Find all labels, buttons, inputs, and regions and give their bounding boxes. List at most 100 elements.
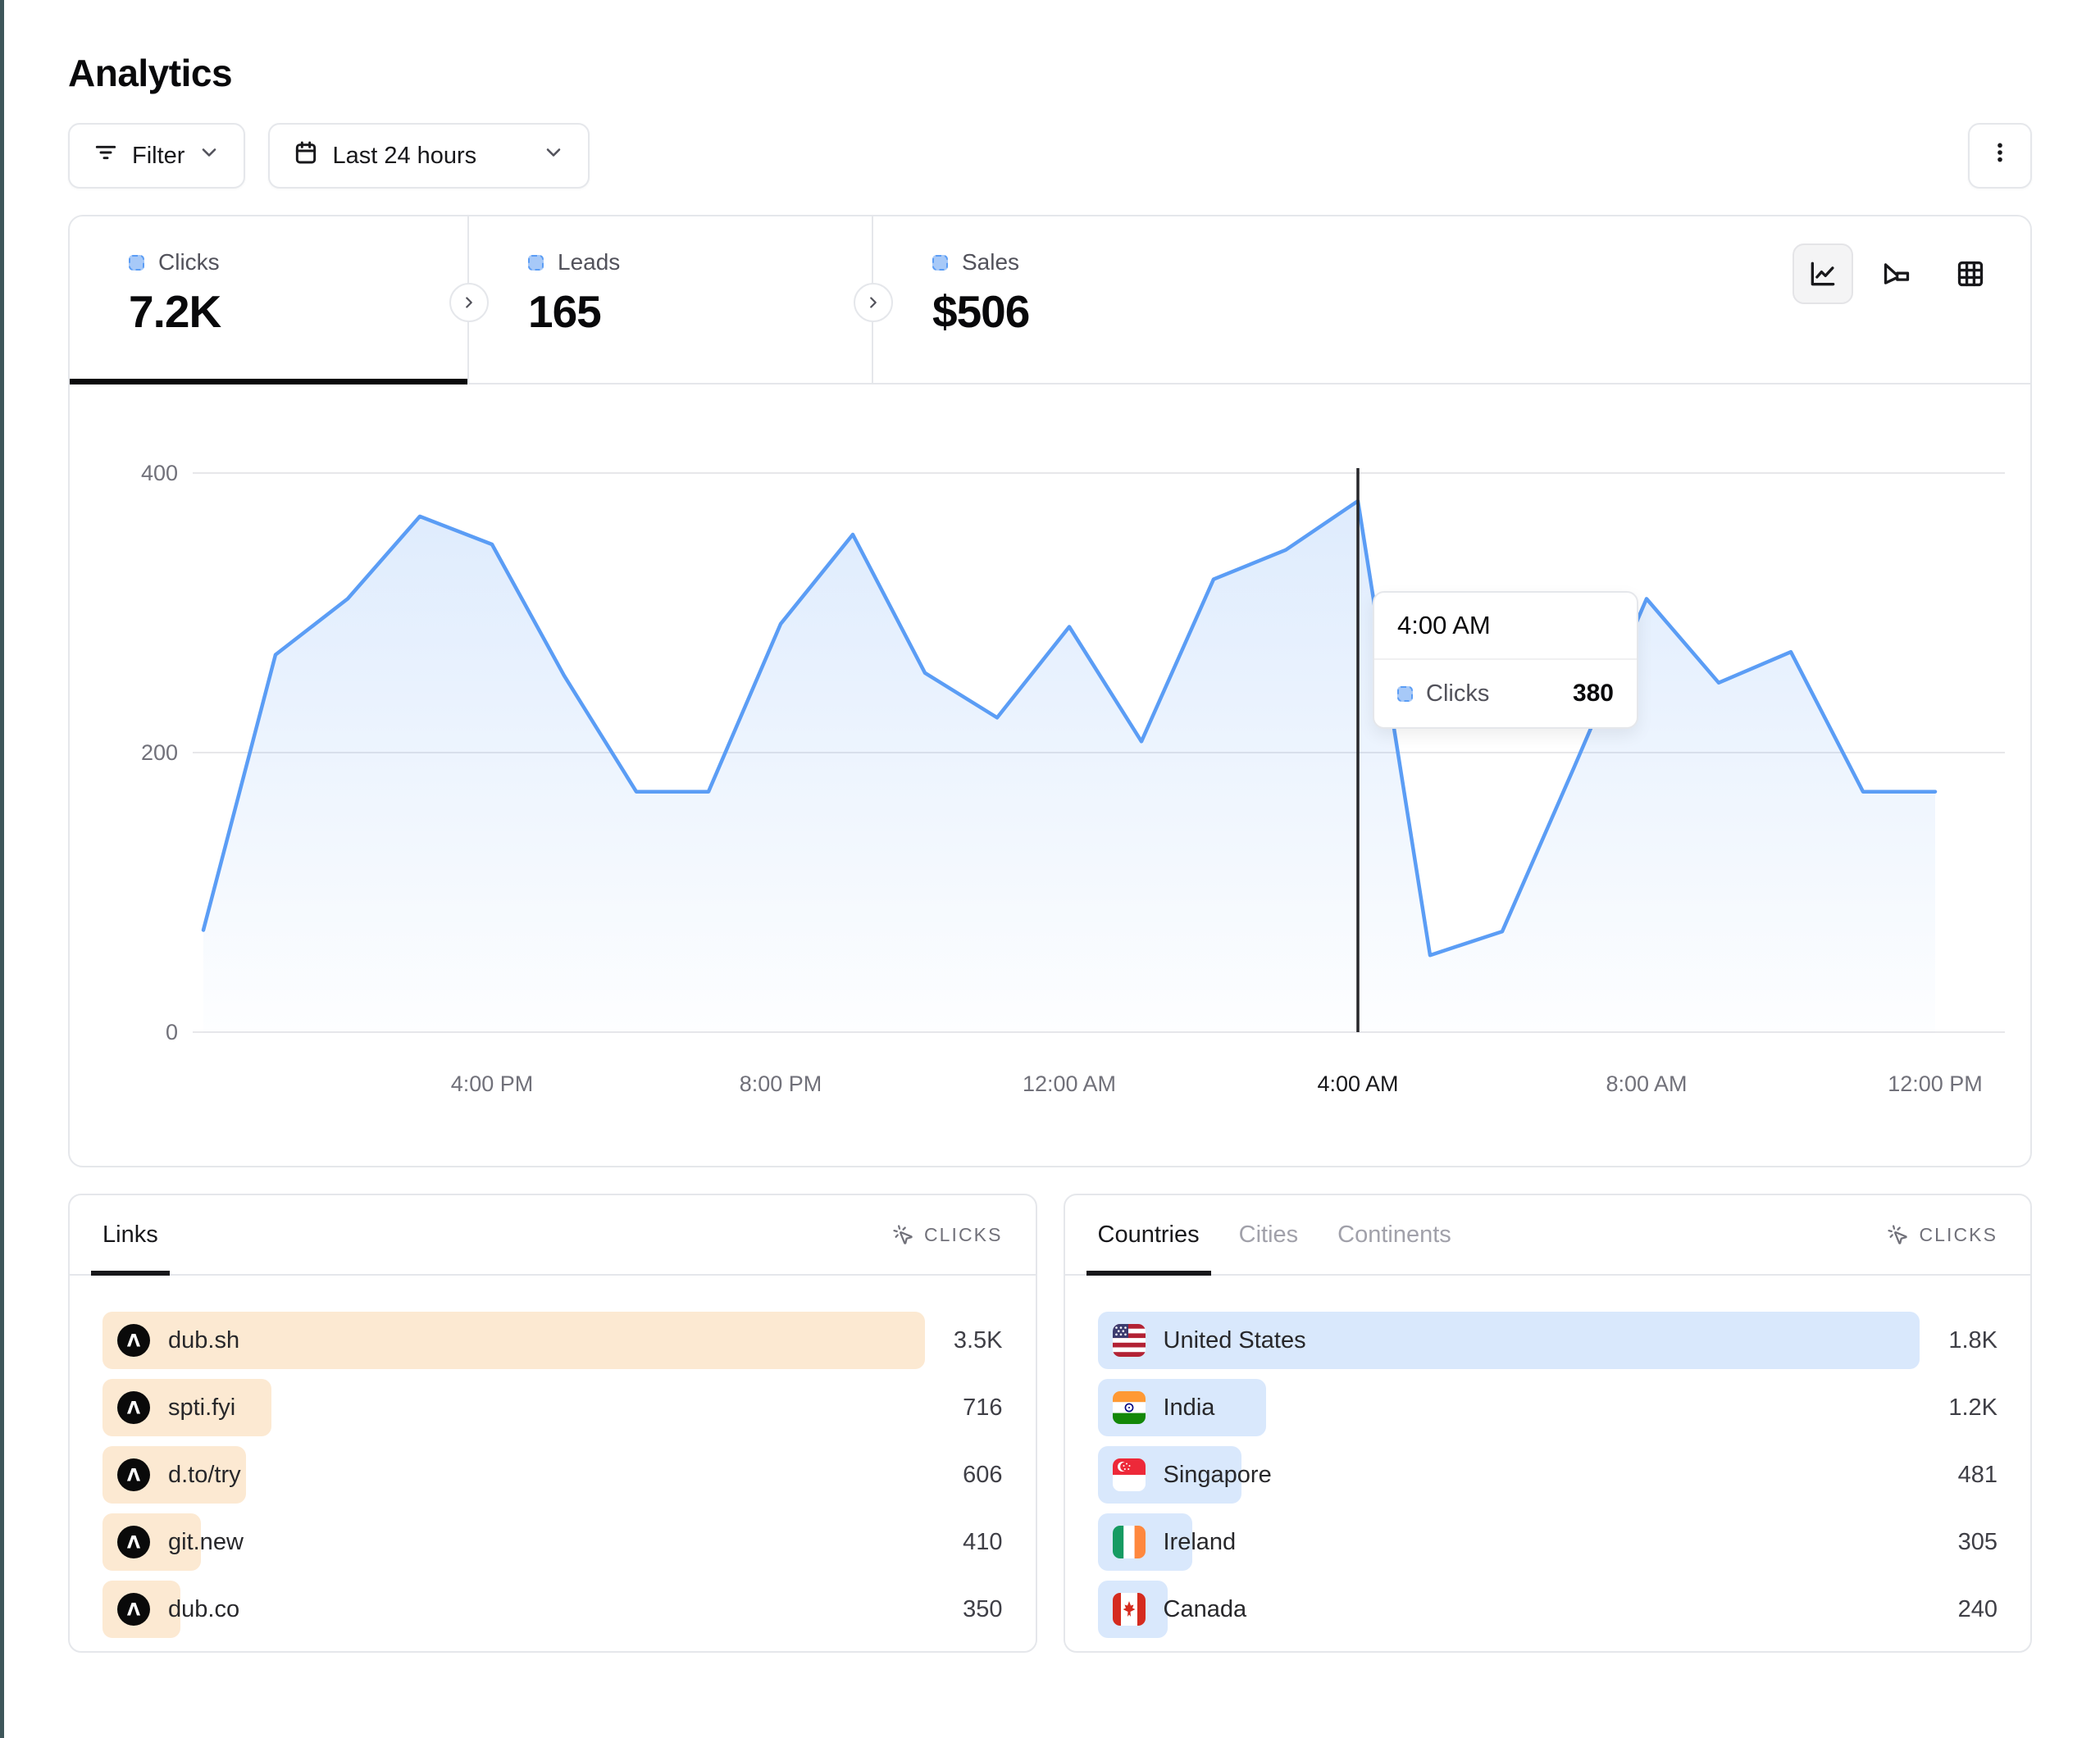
grid-table-icon <box>1957 261 1984 287</box>
filter-icon <box>93 139 119 172</box>
country-row[interactable]: India 1.2K <box>1097 1379 1998 1436</box>
clicks-timeseries-chart[interactable]: 0 200 400 4:00 PM 8:00 PM 12:00 AM 4:00 AM 8:00… <box>70 384 2030 1166</box>
svg-text:Λ: Λ <box>127 1466 141 1485</box>
row-value: 240 <box>1957 1595 1998 1622</box>
dub-logo-icon: Λ <box>117 1526 150 1558</box>
tab-clicks[interactable]: Clicks 7.2K <box>70 216 469 384</box>
bar-zone: Ireland <box>1097 1513 1920 1571</box>
x-tick-label: 4:00 PM <box>451 1071 534 1096</box>
row-label: Singapore <box>1098 1446 1272 1504</box>
tooltip-value: 380 <box>1572 680 1614 707</box>
row-value: 350 <box>963 1595 1003 1622</box>
country-row[interactable]: Singapore 481 <box>1097 1446 1998 1504</box>
countries-metric-label: CLICKS <box>1919 1223 1998 1245</box>
bar-zone: United States <box>1097 1312 1920 1369</box>
value-bar <box>1097 1312 1920 1369</box>
tab-continents[interactable]: Continents <box>1337 1195 1451 1274</box>
analytics-chart-card: Clicks 7.2K Leads 165 Sales $ <box>68 215 2032 1167</box>
tab-leads[interactable]: Leads 165 <box>469 216 873 383</box>
x-tick-label: 12:00 PM <box>1888 1071 1983 1096</box>
svg-text:Λ: Λ <box>127 1331 141 1351</box>
bar-zone: India <box>1097 1379 1920 1436</box>
dub-logo-icon: Λ <box>117 1458 150 1491</box>
row-label-text: United States <box>1163 1326 1306 1354</box>
funnel-chart-toggle[interactable] <box>1866 243 1927 304</box>
x-tick-label: 8:00 AM <box>1606 1071 1687 1096</box>
row-value: 1.8K <box>1948 1326 1998 1354</box>
us-flag-icon <box>1112 1324 1146 1357</box>
line-chart-toggle[interactable] <box>1793 243 1853 304</box>
links-tab-label: Links <box>102 1221 158 1248</box>
row-label-text: git.new <box>168 1528 244 1555</box>
page-title: Analytics <box>68 52 233 94</box>
countries-panel: Countries Cities Continents CLICKS United … <box>1063 1194 2032 1653</box>
row-value: 3.5K <box>953 1326 1003 1354</box>
tab-links[interactable]: Links <box>91 1195 170 1276</box>
clicks-tab-label: Clicks <box>158 249 220 275</box>
row-value: 1.2K <box>1948 1394 1998 1421</box>
chevron-right-icon <box>466 297 472 308</box>
dub-logo-icon: Λ <box>117 1391 150 1424</box>
clicks-line <box>201 498 1938 958</box>
line-chart-icon <box>1811 262 1835 286</box>
table-view-toggle[interactable] <box>1940 243 2001 304</box>
row-label-text: Canada <box>1163 1595 1247 1622</box>
y-tick-label: 0 <box>166 1020 178 1044</box>
tab-sales[interactable]: Sales $506 <box>873 216 2030 383</box>
row-label-text: India <box>1163 1394 1215 1421</box>
row-label-text: spti.fyi <box>168 1394 236 1421</box>
clicks-value: 7.2K <box>129 286 221 337</box>
row-label-text: d.to/try <box>168 1461 241 1488</box>
date-range-button[interactable]: Last 24 hours <box>268 123 590 189</box>
country-row[interactable]: Canada 240 <box>1097 1581 1998 1638</box>
links-metric-label: CLICKS <box>923 1223 1003 1245</box>
area-fill <box>203 501 1935 1032</box>
svg-text:Λ: Λ <box>127 1533 141 1553</box>
y-tick-label: 200 <box>141 740 178 765</box>
leads-legend-icon <box>528 254 544 271</box>
tooltip-time: 4:00 AM <box>1374 593 1637 660</box>
toolbar: Filter Last 24 hours <box>68 123 2032 189</box>
chart-type-switcher <box>1793 243 2001 304</box>
stats-row: Clicks 7.2K Leads 165 Sales $ <box>70 216 2030 384</box>
filter-button[interactable]: Filter <box>68 123 246 189</box>
tab-countries[interactable]: Countries <box>1086 1195 1211 1276</box>
cursor-click-icon <box>1888 1224 1908 1244</box>
leads-tab-label: Leads <box>558 249 621 275</box>
cities-tab-label: Cities <box>1238 1221 1299 1248</box>
country-row[interactable]: Ireland 305 <box>1097 1513 1998 1571</box>
ie-flag-icon <box>1112 1526 1146 1558</box>
countries-metric-sort[interactable]: CLICKS <box>1887 1224 1998 1246</box>
x-tick-label: 4:00 AM <box>1317 1071 1398 1096</box>
chart-tooltip: 4:00 AM Clicks 380 <box>1373 591 1638 729</box>
row-label: Ireland <box>1098 1513 1237 1571</box>
sales-tab-label: Sales <box>962 249 1020 275</box>
tab-cities[interactable]: Cities <box>1239 1195 1299 1274</box>
links-metric-sort[interactable]: CLICKS <box>892 1224 1003 1246</box>
row-label-text: Ireland <box>1163 1528 1237 1555</box>
area-chart[interactable]: 0 200 400 4:00 PM 8:00 PM 12:00 AM 4:00 AM 8:00… <box>70 384 2030 1166</box>
expand-clicks-leads-button[interactable] <box>449 283 489 322</box>
row-label: Canada <box>1098 1581 1247 1638</box>
window-edge <box>0 0 4 1738</box>
more-menu-button[interactable] <box>1968 123 2032 189</box>
continents-tab-label: Continents <box>1337 1221 1451 1248</box>
country-row[interactable]: United States 1.8K <box>1097 1312 1998 1369</box>
row-label-text: dub.co <box>168 1595 240 1622</box>
expand-leads-sales-button[interactable] <box>854 283 893 322</box>
